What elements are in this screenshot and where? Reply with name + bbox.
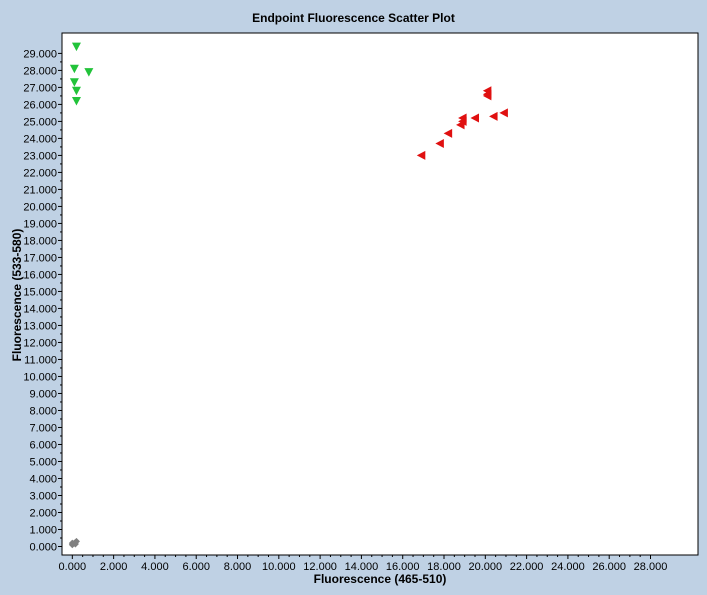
y-tick-label: 27.000 <box>23 82 57 94</box>
y-tick-label: 2.000 <box>29 507 57 519</box>
x-tick-label: 4.000 <box>141 561 169 573</box>
y-tick-label: 10.000 <box>23 371 57 383</box>
x-tick-label: 12.000 <box>303 561 337 573</box>
x-axis-title: Fluorescence (465-510) <box>314 572 447 586</box>
y-tick-label: 16.000 <box>23 269 57 281</box>
data-point-triangle-down <box>71 86 81 96</box>
y-tick-label: 18.000 <box>23 235 57 247</box>
axis-ticks: 0.000 2.000 4.000 6.000 8.000 10.000 12.000 14.… <box>23 48 667 573</box>
y-tick-label: 0.000 <box>29 541 57 553</box>
x-tick-label: 22.000 <box>510 561 544 573</box>
y-tick-label: 29.000 <box>23 48 57 60</box>
y-tick-label: 23.000 <box>23 150 57 162</box>
x-tick-label: 8.000 <box>224 561 252 573</box>
data-point-triangle-left <box>435 139 444 149</box>
x-tick-label: 10.000 <box>262 561 296 573</box>
data-point-triangle-left <box>482 91 492 101</box>
y-tick-label: 17.000 <box>23 252 57 264</box>
data-point-triangle-left <box>470 113 479 123</box>
y-tick-label: 1.000 <box>29 524 57 536</box>
y-tick-label: 26.000 <box>23 99 57 111</box>
y-tick-label: 13.000 <box>23 320 57 332</box>
y-tick-label: 6.000 <box>29 439 57 451</box>
data-points <box>68 42 508 549</box>
data-point-triangle-down <box>69 78 79 87</box>
y-tick-label: 3.000 <box>29 490 57 502</box>
data-point-triangle-down <box>71 42 81 52</box>
data-point-triangle-down <box>71 97 81 106</box>
y-tick-label: 7.000 <box>29 422 57 434</box>
x-tick-label: 0.000 <box>59 561 87 573</box>
data-point-triangle-left <box>456 120 465 130</box>
y-tick-label: 4.000 <box>29 473 57 485</box>
x-tick-label: 16.000 <box>386 561 420 573</box>
chart-title: Endpoint Fluorescence Scatter Plot <box>252 11 455 25</box>
y-tick-label: 15.000 <box>23 286 57 298</box>
data-point-triangle-down <box>69 64 79 74</box>
data-point-triangle-left <box>416 150 426 160</box>
y-tick-label: 11.000 <box>24 354 57 366</box>
x-tick-label: 26.000 <box>592 561 626 573</box>
y-tick-label: 25.000 <box>23 116 57 128</box>
data-point-diamond <box>71 540 79 548</box>
y-axis-title: Fluorescence (533-580) <box>10 229 24 362</box>
data-point-triangle-left <box>443 128 453 138</box>
y-tick-label: 14.000 <box>23 303 57 315</box>
x-tick-label: 20.000 <box>468 561 502 573</box>
y-tick-label: 19.000 <box>23 218 57 230</box>
y-tick-label: 5.000 <box>29 456 57 468</box>
y-tick-label: 24.000 <box>23 133 57 145</box>
y-tick-label: 8.000 <box>29 405 57 417</box>
x-tick-label: 28.000 <box>634 561 668 573</box>
x-tick-label: 18.000 <box>427 561 461 573</box>
x-tick-label: 2.000 <box>100 561 128 573</box>
y-tick-label: 20.000 <box>23 201 57 213</box>
y-tick-label: 21.000 <box>23 184 57 196</box>
x-tick-label: 6.000 <box>182 561 210 573</box>
y-tick-label: 28.000 <box>23 65 57 77</box>
data-point-triangle-down <box>84 68 94 77</box>
plot-area <box>61 32 699 556</box>
data-point-triangle-left <box>499 108 508 118</box>
x-tick-label: 14.000 <box>345 561 379 573</box>
y-tick-label: 9.000 <box>29 388 57 400</box>
data-point-triangle-left <box>489 111 498 121</box>
x-tick-label: 24.000 <box>551 561 585 573</box>
y-tick-label: 22.000 <box>23 167 57 179</box>
y-tick-label: 12.000 <box>23 337 57 349</box>
